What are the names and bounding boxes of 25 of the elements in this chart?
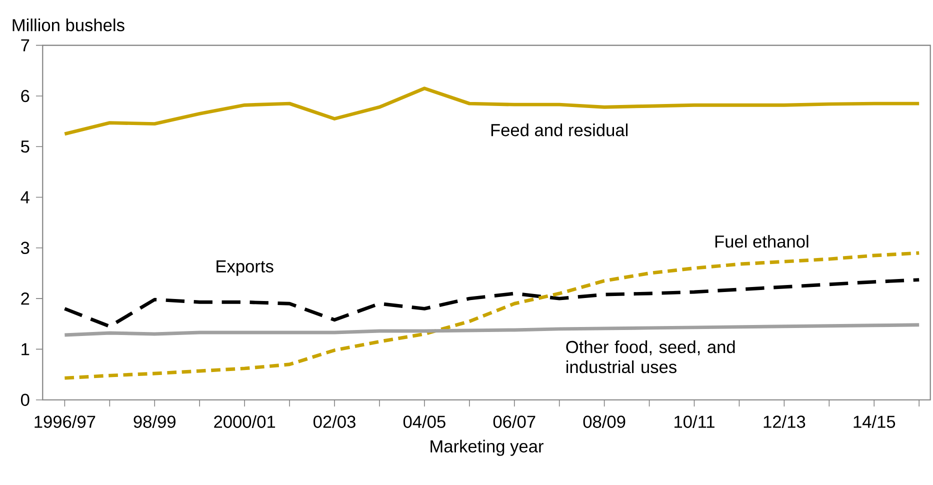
series-label: Other food, seed, and industrial uses [566, 340, 735, 374]
x-tick-label: 10/11 [674, 415, 714, 428]
x-tick-label: 12/13 [764, 415, 806, 428]
y-tick-label: 3 [20, 242, 30, 254]
y-tick-label: 2 [21, 292, 30, 305]
x-tick-label: 04/05 [403, 415, 446, 428]
x-axis-title: Marketing year [430, 440, 544, 456]
y-tick-label: 4 [20, 191, 30, 204]
line-series [62, 251, 921, 380]
x-tick-label: 08/09 [583, 415, 626, 428]
x-tick-label: 14/15 [854, 415, 896, 428]
y-tick-label: 0 [20, 394, 30, 406]
x-tick-label: 02/03 [313, 415, 356, 428]
x-tick-label: 06/07 [493, 415, 536, 428]
y-tick-label: 5 [21, 140, 30, 153]
x-tick-label: 1996/97 [34, 415, 96, 428]
series-label: Fuel ethanol [715, 234, 808, 248]
y-axis-title: Million bushels [12, 18, 124, 32]
y-tick-label: 6 [21, 90, 30, 102]
y-tick-label: 1 [22, 343, 30, 356]
series-label: Exports [216, 260, 274, 276]
x-tick-label: 98/99 [134, 415, 176, 428]
series-label: Feed and residual [491, 123, 628, 136]
y-tick-label: 7 [21, 39, 30, 52]
x-tick-label: 2000/01 [214, 415, 276, 428]
